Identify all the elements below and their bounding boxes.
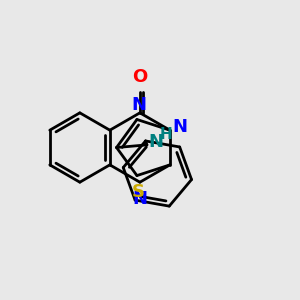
Text: N: N	[172, 118, 188, 136]
Text: N: N	[132, 190, 147, 208]
Text: H: H	[159, 128, 172, 142]
Text: N: N	[131, 96, 146, 114]
Text: S: S	[132, 183, 145, 201]
Text: N: N	[148, 134, 164, 152]
Text: O: O	[132, 68, 148, 86]
